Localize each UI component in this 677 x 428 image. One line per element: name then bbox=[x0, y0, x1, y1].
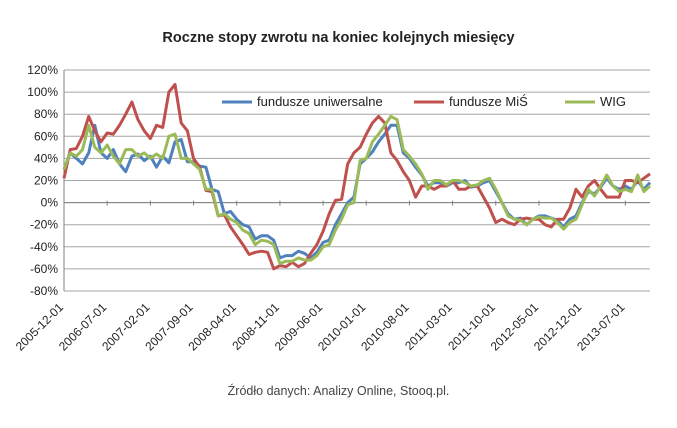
series-line-3 bbox=[62, 114, 652, 265]
y-tick-label: -80% bbox=[30, 284, 58, 298]
y-tick-label: 60% bbox=[34, 129, 58, 143]
series-line-2 bbox=[62, 82, 651, 271]
y-tick-label: -60% bbox=[30, 262, 58, 276]
y-tick-label: 40% bbox=[34, 151, 58, 165]
y-tick-label: 20% bbox=[34, 174, 58, 188]
legend-label-1: fundusze uniwersalne bbox=[257, 94, 383, 109]
y-tick-label: 100% bbox=[27, 85, 58, 99]
y-tick-label: 0% bbox=[41, 196, 59, 210]
y-tick-label: -20% bbox=[30, 218, 58, 232]
y-tick-label: 120% bbox=[27, 63, 58, 77]
chart-title: Roczne stopy zwrotu na koniec kolejnych … bbox=[162, 30, 515, 46]
legend-label-3: WIG bbox=[600, 94, 626, 109]
y-tick-label: -40% bbox=[30, 240, 58, 254]
y-tick-label: 80% bbox=[34, 107, 58, 121]
legend-label-2: fundusze MiŚ bbox=[449, 94, 528, 109]
chart-source: Źródło danych: Analizy Online, Stooq.pl. bbox=[227, 384, 450, 398]
